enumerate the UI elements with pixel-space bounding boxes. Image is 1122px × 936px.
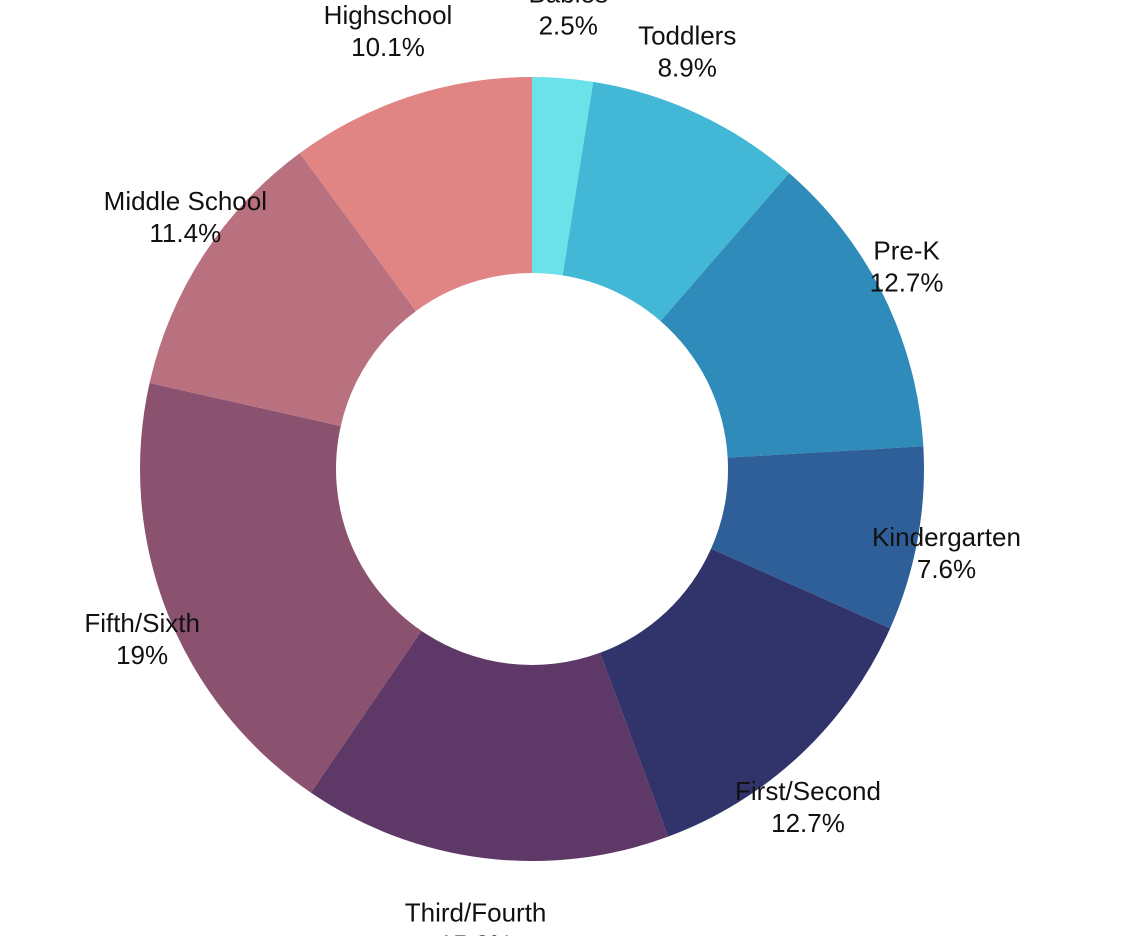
slice-label-toddlers: Toddlers [638,20,736,50]
slice-pre-k [660,173,924,458]
slice-label-kindergarten: Kindergarten [872,522,1021,552]
slice-value-pre-k: 12.7% [870,267,944,297]
slice-babies [532,77,594,276]
slice-highschool [299,76,532,312]
slice-label-third-fourth: Third/Fourth [405,898,547,928]
slice-middle-school [149,153,416,426]
slice-label-babies: Babies [528,0,608,8]
slice-toddlers [562,81,790,322]
slice-value-third-fourth: 15.2% [439,930,513,936]
labels-group: Babies2.5%Toddlers8.9%Pre-K12.7%Kinderga… [84,0,1021,936]
slice-label-fifth-sixth: Fifth/Sixth [84,608,200,638]
slice-value-toddlers: 8.9% [658,52,717,82]
slice-kindergarten [711,446,924,629]
slice-label-first-second: First/Second [735,776,881,806]
slice-label-pre-k: Pre-K [873,235,940,265]
slice-fifth-sixth [139,382,422,793]
slice-label-highschool: Highschool [324,0,453,30]
slice-first-second [600,548,891,837]
slice-third-fourth [310,630,669,861]
slice-value-highschool: 10.1% [351,32,425,62]
slice-value-fifth-sixth: 19% [116,640,168,670]
slice-value-first-second: 12.7% [771,808,845,838]
slices-group [139,76,924,861]
slice-value-middle-school: 11.4% [149,218,221,248]
slice-label-middle-school: Middle School [104,186,267,216]
slice-value-babies: 2.5% [539,10,598,40]
slice-value-kindergarten: 7.6% [917,554,976,584]
